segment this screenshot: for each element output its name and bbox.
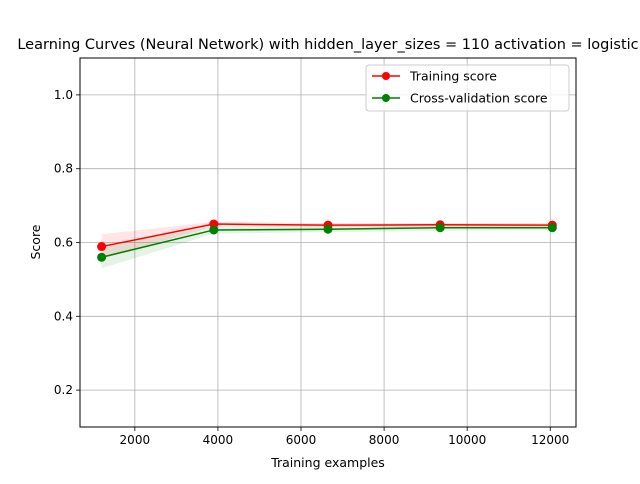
- y-axis-label: Score: [28, 224, 43, 259]
- legend-label-training: Training score: [409, 69, 497, 84]
- validation-score-point: [323, 224, 333, 234]
- x-tick-label: 6000: [286, 433, 317, 447]
- validation-score-point: [209, 225, 219, 235]
- legend: Training score Cross-validation score: [365, 64, 570, 112]
- x-axis-label: Training examples: [270, 455, 385, 470]
- legend-box: [365, 64, 570, 112]
- x-tick-label: 8000: [369, 433, 400, 447]
- y-tick-label: 0.6: [54, 236, 73, 250]
- validation-score-band: [101, 224, 553, 269]
- validation-score-point: [435, 223, 445, 233]
- legend-marker-training: [382, 72, 390, 80]
- y-axis-ticks: 0.2 0.4 0.6 0.8 1.0: [54, 88, 80, 397]
- validation-score-point: [547, 223, 557, 233]
- y-tick-label: 0.8: [54, 162, 73, 176]
- x-tick-label: 4000: [203, 433, 234, 447]
- legend-marker-validation: [382, 94, 390, 102]
- series-points: [97, 219, 557, 262]
- chart-title: Learning Curves (Neural Network) with hi…: [17, 37, 638, 53]
- x-tick-label: 10000: [448, 433, 486, 447]
- x-axis-ticks: 2000 4000 6000 8000 10000 12000: [120, 427, 569, 447]
- x-tick-label: 2000: [120, 433, 151, 447]
- grid-lines: [80, 58, 576, 427]
- y-tick-label: 1.0: [54, 88, 73, 102]
- training-score-point: [97, 242, 107, 252]
- x-tick-label: 12000: [531, 433, 569, 447]
- y-tick-label: 0.2: [54, 383, 73, 397]
- validation-score-point: [97, 252, 107, 262]
- legend-label-validation: Cross-validation score: [410, 91, 548, 106]
- y-tick-label: 0.4: [54, 309, 73, 323]
